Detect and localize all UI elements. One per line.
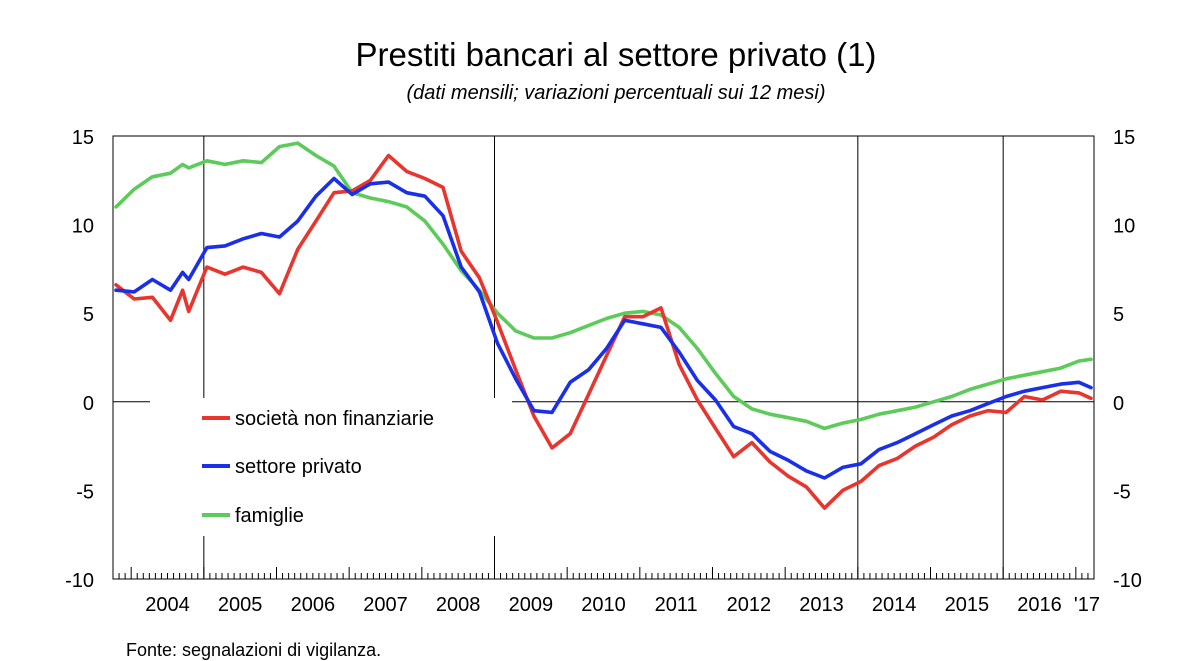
x-tick-label: '17 bbox=[1074, 594, 1100, 616]
y-tick-label-left: 10 bbox=[72, 216, 94, 238]
x-tick-label: 2013 bbox=[799, 594, 844, 616]
y-tick-label-right: 0 bbox=[1113, 393, 1124, 415]
y-tick-label-right: -5 bbox=[1113, 481, 1131, 503]
chart-subtitle: (dati mensili; variazioni percentuali su… bbox=[406, 82, 826, 104]
y-tick-label-right: 10 bbox=[1113, 216, 1135, 238]
axis-layer bbox=[112, 135, 1095, 580]
x-tick-label: 2006 bbox=[291, 594, 336, 616]
series-line-settore-privato bbox=[114, 176, 1093, 480]
x-tick-label: 2012 bbox=[727, 594, 772, 616]
x-tick-label: 2011 bbox=[655, 594, 698, 616]
x-tick-label: 2016 bbox=[1017, 594, 1062, 616]
y-tick-label-right: 15 bbox=[1113, 127, 1135, 149]
legend-label: società non finanziarie bbox=[235, 408, 434, 430]
x-tick-label: 2004 bbox=[145, 594, 190, 616]
series-line-societa-non-finanziarie bbox=[114, 153, 1093, 510]
x-tick-label: 2008 bbox=[436, 594, 481, 616]
x-tick-label: 2007 bbox=[363, 594, 408, 616]
legend: società non finanziarie settore privato fa… bbox=[150, 398, 512, 536]
series-layer bbox=[114, 141, 1093, 510]
tick-labels: -10 -10 -5 -5 0 0 5 5 10 10 15 15 2004 2005 2006 2007 20… bbox=[65, 127, 1142, 616]
legend-label: famiglie bbox=[235, 505, 304, 527]
y-tick-label-left: 5 bbox=[83, 304, 94, 326]
x-tick-label: 2014 bbox=[872, 594, 917, 616]
series-line-famiglie bbox=[114, 141, 1093, 431]
y-tick-label-right: 5 bbox=[1113, 304, 1124, 326]
y-tick-label-left: 0 bbox=[83, 393, 94, 415]
x-tick-label: 2005 bbox=[218, 594, 263, 616]
legend-label: settore privato bbox=[235, 456, 362, 478]
y-tick-label-right: -10 bbox=[1113, 570, 1142, 592]
source-note: Fonte: segnalazioni di vigilanza. bbox=[126, 640, 382, 660]
x-tick-label: 2015 bbox=[945, 594, 990, 616]
chart-title: Prestiti bancari al settore privato (1) bbox=[355, 36, 877, 73]
y-tick-label-left: -5 bbox=[76, 481, 94, 503]
x-tick-label: 2009 bbox=[509, 594, 554, 616]
y-tick-label-left: -10 bbox=[65, 570, 94, 592]
y-tick-label-left: 15 bbox=[72, 127, 94, 149]
x-tick-label: 2010 bbox=[581, 594, 626, 616]
